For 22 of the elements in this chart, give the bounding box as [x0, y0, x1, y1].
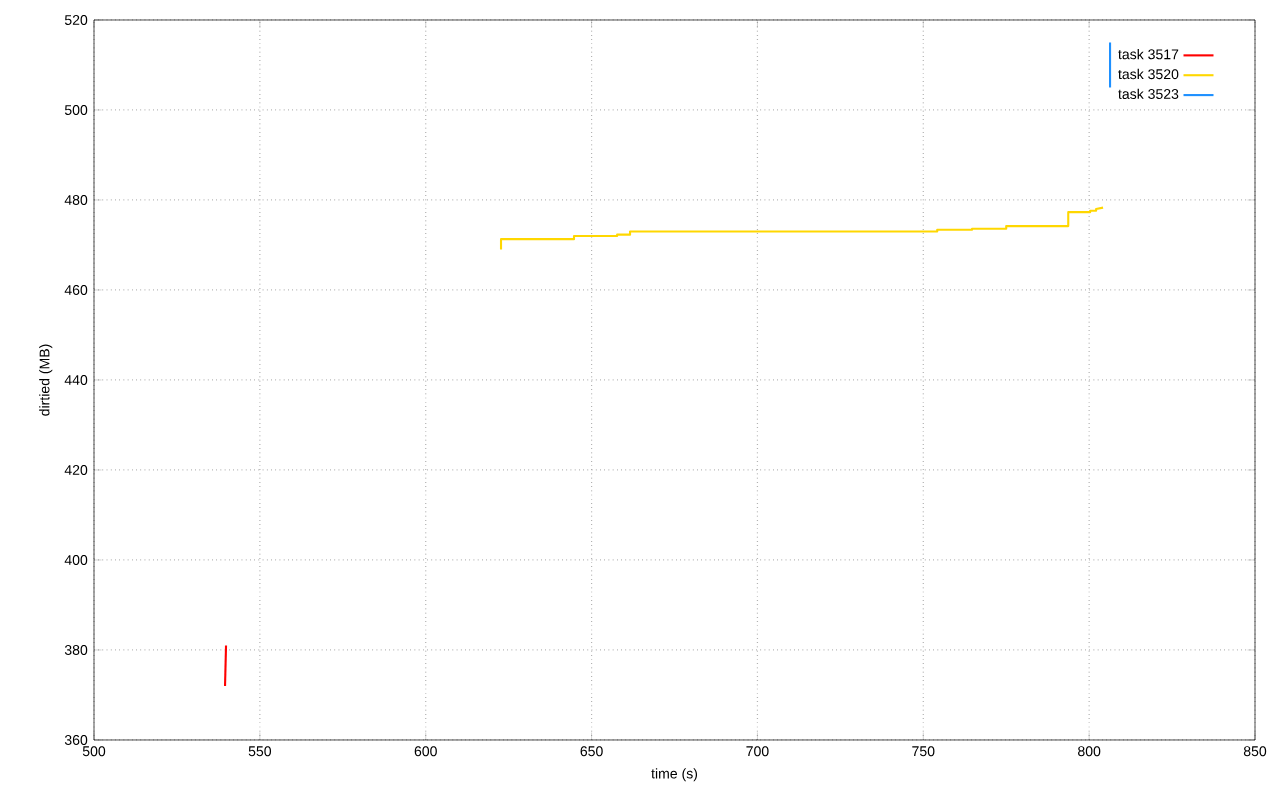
- y-tick-label: 420: [64, 465, 88, 475]
- y-tick-label: 460: [64, 285, 88, 295]
- y-tick-label: 520: [64, 15, 88, 25]
- x-tick-label: 550: [248, 746, 272, 757]
- legend-label: task 3517: [1118, 48, 1179, 60]
- x-tick-label: 650: [580, 746, 603, 757]
- x-tick-label: 850: [1243, 746, 1267, 757]
- y-tick-label: 360: [64, 735, 88, 745]
- x-tick-label: 800: [1078, 746, 1101, 757]
- y-axis-title: dirtied (MB): [39, 344, 53, 416]
- y-tick-label: 400: [64, 555, 88, 565]
- x-tick-label: 600: [414, 746, 437, 757]
- y-tick-label: 440: [64, 375, 88, 385]
- x-tick-label: 750: [912, 746, 935, 757]
- x-axis-title: time (s): [651, 768, 698, 782]
- legend-label: task 3520: [1118, 68, 1179, 80]
- legend-label: task 3523: [1118, 88, 1179, 99]
- y-tick-label: 500: [64, 105, 88, 115]
- y-tick-label: 480: [64, 195, 88, 205]
- x-tick-label: 500: [82, 746, 106, 757]
- y-tick-label: 380: [64, 645, 88, 655]
- x-tick-label: 700: [746, 746, 769, 757]
